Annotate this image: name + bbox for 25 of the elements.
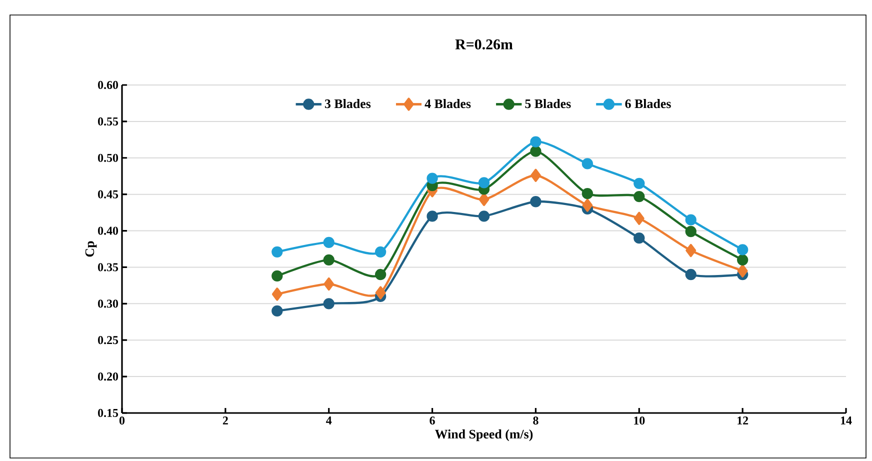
y-tick-label: 0.25 xyxy=(98,336,118,344)
y-tick-label: 0.20 xyxy=(98,372,118,381)
x-axis-title: Wind Speed (m/s) xyxy=(435,429,533,442)
x-tick-label: 12 xyxy=(738,416,748,424)
x-tick-label: 0 xyxy=(119,416,125,425)
y-tick-label: 0.35 xyxy=(98,263,118,272)
legend-label: 6 Blades xyxy=(625,99,671,108)
y-tick-label: 0.40 xyxy=(98,226,118,235)
y-axis-title: Cp xyxy=(85,241,97,257)
y-tick-label: 0.60 xyxy=(98,80,118,90)
chart-title: R=0.26m xyxy=(455,39,513,50)
y-tick-label: 0.50 xyxy=(98,154,118,162)
x-tick-label: 6 xyxy=(430,416,435,425)
y-tick-label: 0.15 xyxy=(98,408,118,418)
x-tick-label: 2 xyxy=(222,416,228,424)
x-tick-label: 8 xyxy=(533,416,538,425)
legend-label: 4 Blades xyxy=(424,99,471,108)
x-tick-label: 10 xyxy=(634,416,645,425)
y-tick-label: 0.45 xyxy=(98,190,118,198)
legend-label: 3 Blades xyxy=(324,99,371,108)
x-tick-label: 4 xyxy=(326,416,332,424)
y-tick-label: 0.55 xyxy=(98,117,118,126)
y-tick-label: 0.30 xyxy=(98,300,118,308)
x-tick-label: 14 xyxy=(840,416,852,424)
legend-label: 5 Blades xyxy=(525,99,571,108)
